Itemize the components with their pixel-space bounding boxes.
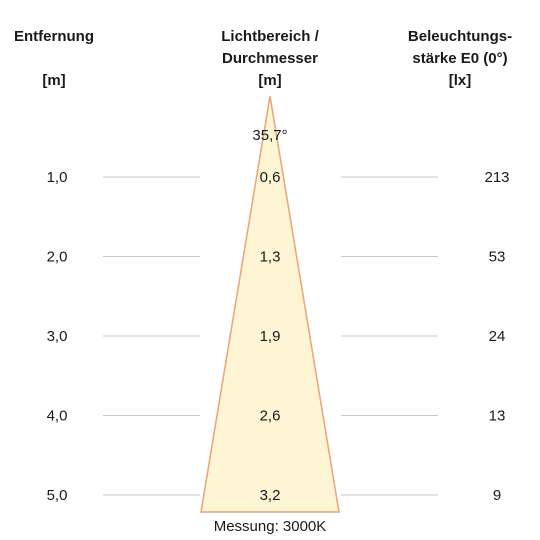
- illuminance-header-line2: stärke E0 (0°): [412, 50, 508, 67]
- diameter-value: 1,3: [260, 249, 281, 266]
- distance-value: 4,0: [47, 408, 68, 425]
- illuminance-value: 213: [484, 169, 509, 186]
- illuminance-value: 53: [489, 249, 506, 266]
- diameter-header-unit: [m]: [258, 72, 282, 89]
- measurement-note: Messung: 3000K: [213, 518, 327, 535]
- illuminance-value: 24: [489, 328, 506, 345]
- diameter-header-line1: Lichtbereich /: [221, 28, 319, 45]
- diameter-header: Lichtbereich / Durchmesser [m]: [200, 26, 340, 92]
- diameter-value: 2,6: [260, 408, 281, 425]
- illuminance-header-unit: [lx]: [448, 72, 472, 89]
- beam-angle-label: 35,7°: [252, 127, 287, 144]
- diameter-value: 1,9: [260, 328, 281, 345]
- distance-header-title: Entfernung: [14, 28, 94, 45]
- distance-value: 2,0: [47, 249, 68, 266]
- light-cone: [200, 95, 340, 513]
- illuminance-header: Beleuchtungs- stärke E0 (0°) [lx]: [395, 26, 525, 92]
- distance-header-unit: [m]: [42, 72, 66, 89]
- distance-value: 1,0: [47, 169, 68, 186]
- distance-value: 3,0: [47, 328, 68, 345]
- distance-header: Entfernung [m]: [8, 26, 100, 92]
- illuminance-value: 9: [493, 487, 501, 504]
- distance-value: 5,0: [47, 487, 68, 504]
- distance-rows: 1,0 0,6 213 2,0 1,3 53 3,0 1,9 24 4,0 2,6 13 5,0 3,2 9: [47, 169, 510, 504]
- illuminance-header-line1: Beleuchtungs-: [407, 28, 513, 45]
- diameter-value: 0,6: [260, 169, 281, 186]
- illuminance-value: 13: [489, 408, 506, 425]
- diameter-value: 3,2: [260, 487, 281, 504]
- diameter-header-line2: Durchmesser: [222, 50, 318, 67]
